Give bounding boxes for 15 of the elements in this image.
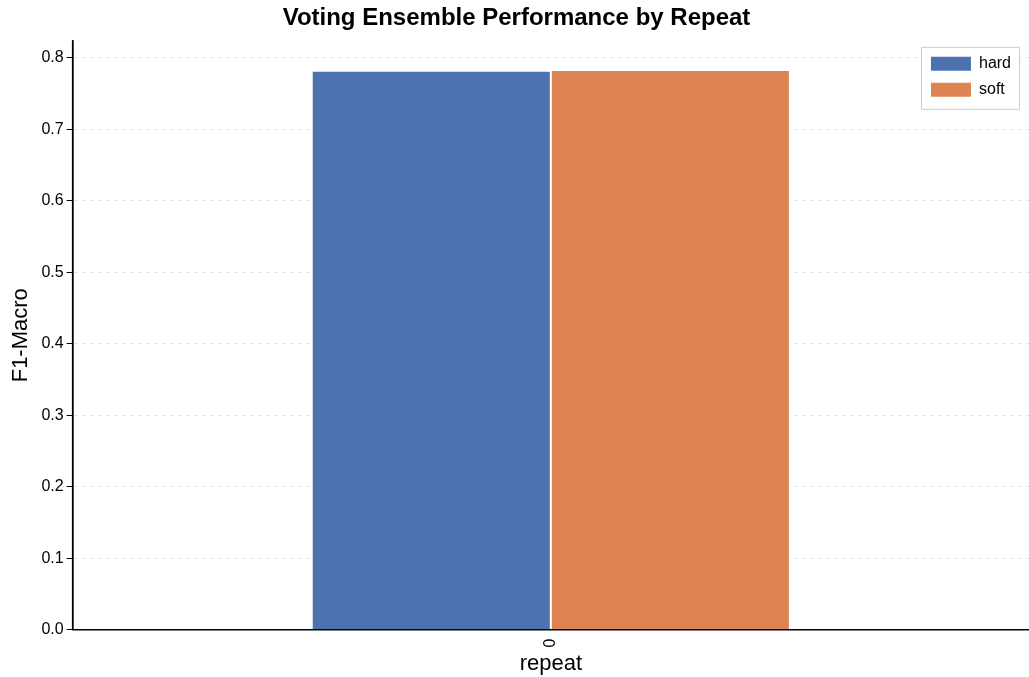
legend-label: soft (978, 80, 1006, 98)
y-tick-label: 0.5 (41, 262, 64, 280)
x-tick-label: 0 (541, 638, 559, 648)
y-axis-title: F1-Macro (7, 288, 33, 383)
x-axis-title: repeat (519, 649, 583, 675)
y-tick-label: 0.1 (41, 548, 64, 566)
legend-label: hard (978, 54, 1012, 72)
y-tick-label: 0.6 (41, 191, 64, 209)
y-tick-label: 0.0 (41, 620, 64, 638)
y-tick-label: 0.4 (41, 334, 64, 352)
chart-title: Voting Ensemble Performance by Repeat (282, 3, 751, 31)
y-tick-label: 0.7 (41, 119, 64, 137)
y-tick-label: 0.3 (41, 405, 64, 423)
y-tick-label: 0.8 (41, 48, 64, 66)
y-tick-label: 0.2 (41, 477, 64, 495)
